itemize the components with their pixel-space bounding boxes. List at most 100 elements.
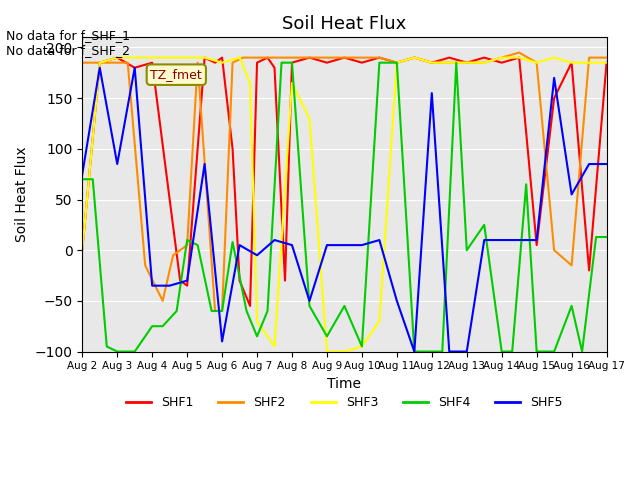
SHF2 bbox=[323, 55, 331, 60]
SHF2 bbox=[533, 60, 541, 66]
SHF1 bbox=[166, 197, 173, 203]
SHF1 bbox=[264, 55, 271, 60]
SHF2 bbox=[218, 308, 226, 314]
SHF2 bbox=[306, 55, 314, 60]
SHF2 bbox=[288, 55, 296, 60]
SHF2 bbox=[183, 242, 191, 248]
SHF5 bbox=[113, 161, 121, 167]
SHF3 bbox=[585, 60, 593, 66]
SHF3 bbox=[79, 247, 86, 253]
SHF4 bbox=[306, 303, 314, 309]
SHF2 bbox=[498, 55, 506, 60]
SHF1 bbox=[246, 303, 254, 309]
SHF4 bbox=[183, 237, 191, 243]
SHF4 bbox=[89, 176, 97, 182]
SHF5 bbox=[340, 242, 348, 248]
SHF5 bbox=[428, 90, 436, 96]
SHF4 bbox=[463, 247, 470, 253]
SHF4 bbox=[508, 348, 516, 354]
Text: No data for f_SHF_1
No data for f_SHF_2: No data for f_SHF_1 No data for f_SHF_2 bbox=[6, 29, 131, 57]
SHF4 bbox=[159, 324, 166, 329]
SHF4 bbox=[340, 303, 348, 309]
Line: SHF2: SHF2 bbox=[83, 52, 607, 311]
SHF5 bbox=[515, 237, 523, 243]
SHF1 bbox=[585, 267, 593, 273]
SHF5 bbox=[166, 283, 173, 288]
SHF1 bbox=[393, 60, 401, 66]
SHF4 bbox=[323, 334, 331, 339]
SHF2 bbox=[239, 55, 247, 60]
SHF2 bbox=[228, 60, 236, 66]
SHF4 bbox=[481, 222, 488, 228]
SHF5 bbox=[358, 242, 365, 248]
SHF5 bbox=[376, 237, 383, 243]
Line: SHF4: SHF4 bbox=[83, 63, 607, 351]
SHF1 bbox=[340, 55, 348, 60]
SHF3 bbox=[271, 344, 278, 349]
SHF3 bbox=[498, 55, 506, 60]
SHF1 bbox=[376, 55, 383, 60]
SHF2 bbox=[481, 60, 488, 66]
SHF1 bbox=[463, 60, 470, 66]
SHF5 bbox=[131, 65, 138, 71]
SHF3 bbox=[463, 60, 470, 66]
SHF5 bbox=[603, 161, 611, 167]
SHF3 bbox=[253, 318, 261, 324]
SHF5 bbox=[96, 65, 104, 71]
SHF5 bbox=[79, 171, 86, 177]
SHF1 bbox=[271, 65, 278, 71]
SHF2 bbox=[159, 298, 166, 304]
SHF1 bbox=[603, 60, 611, 66]
SHF2 bbox=[428, 60, 436, 66]
SHF5 bbox=[533, 237, 541, 243]
SHF4 bbox=[173, 308, 180, 314]
SHF4 bbox=[452, 60, 460, 66]
SHF2 bbox=[568, 263, 575, 268]
SHF1 bbox=[306, 55, 314, 60]
SHF1 bbox=[281, 278, 289, 284]
SHF5 bbox=[271, 237, 278, 243]
SHF3 bbox=[481, 60, 488, 66]
SHF5 bbox=[201, 161, 209, 167]
SHF2 bbox=[445, 60, 453, 66]
SHF4 bbox=[148, 324, 156, 329]
SHF2 bbox=[170, 252, 177, 258]
SHF5 bbox=[183, 278, 191, 284]
SHF4 bbox=[264, 308, 271, 314]
SHF1 bbox=[481, 55, 488, 60]
SHF1 bbox=[428, 60, 436, 66]
SHF3 bbox=[550, 55, 558, 60]
SHF1 bbox=[183, 283, 191, 288]
SHF4 bbox=[194, 242, 202, 248]
SHF2 bbox=[106, 60, 114, 66]
SHF3 bbox=[218, 60, 226, 66]
SHF2 bbox=[274, 55, 282, 60]
SHF2 bbox=[340, 55, 348, 60]
SHF2 bbox=[550, 247, 558, 253]
SHF4 bbox=[253, 334, 261, 339]
SHF1 bbox=[228, 146, 236, 152]
SHF4 bbox=[131, 348, 138, 354]
SHF2 bbox=[79, 60, 86, 66]
SHF3 bbox=[246, 80, 254, 86]
SHF5 bbox=[410, 348, 418, 354]
SHF1 bbox=[113, 55, 121, 60]
SHF1 bbox=[218, 55, 226, 60]
SHF3 bbox=[96, 60, 104, 66]
SHF5 bbox=[445, 348, 453, 354]
SHF4 bbox=[603, 234, 611, 240]
SHF5 bbox=[568, 192, 575, 197]
SHF3 bbox=[166, 55, 173, 60]
SHF1 bbox=[176, 278, 184, 284]
SHF3 bbox=[201, 55, 209, 60]
Y-axis label: Soil Heat Flux: Soil Heat Flux bbox=[15, 146, 29, 242]
SHF3 bbox=[340, 348, 348, 354]
SHF5 bbox=[306, 298, 314, 304]
SHF4 bbox=[522, 181, 530, 187]
SHF4 bbox=[228, 239, 236, 245]
SHF1 bbox=[568, 60, 575, 66]
SHF4 bbox=[113, 348, 121, 354]
SHF2 bbox=[253, 55, 261, 60]
SHF3 bbox=[236, 55, 243, 60]
Line: SHF3: SHF3 bbox=[83, 58, 607, 351]
